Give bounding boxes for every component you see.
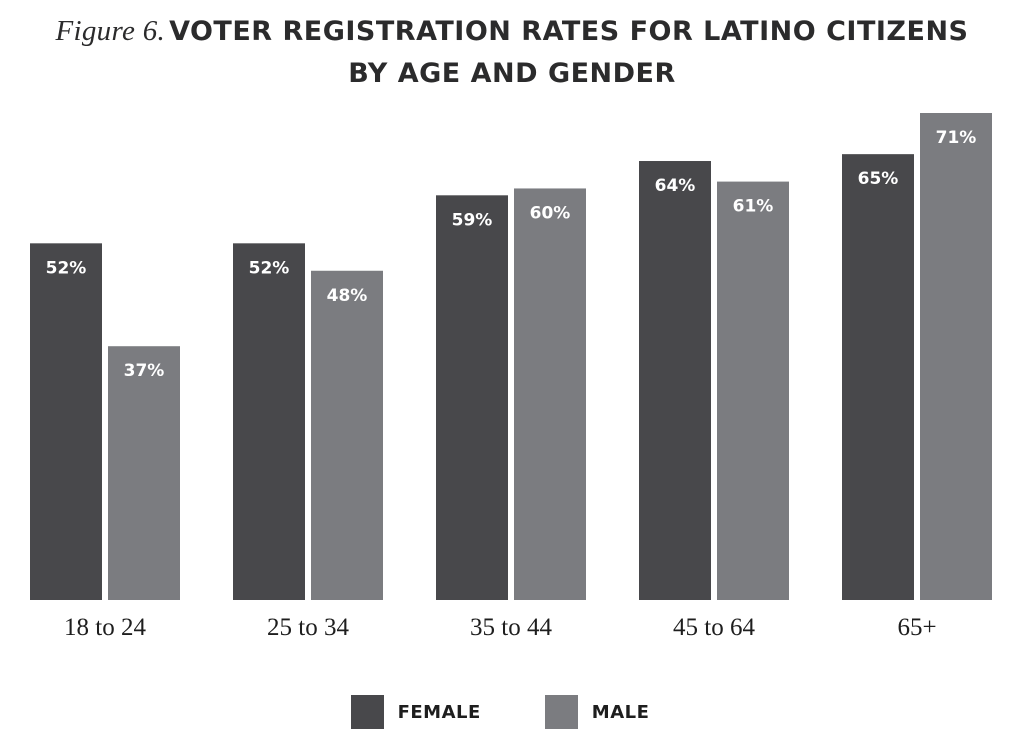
legend-label-female: FEMALE [398, 702, 481, 723]
legend: FEMALE MALE [0, 692, 1024, 732]
legend-item-female: FEMALE [351, 695, 481, 729]
bar-female-3 [436, 195, 508, 600]
bar-label-female-5: 65% [858, 169, 899, 189]
bar-label-male-4: 61% [733, 197, 774, 217]
bar-label-female-2: 52% [249, 258, 290, 278]
legend-swatch-female [351, 695, 384, 729]
legend-item-male: MALE [545, 695, 650, 729]
bar-female-1 [30, 243, 102, 600]
legend-label-male: MALE [592, 702, 650, 723]
bar-label-male-1: 37% [124, 361, 165, 381]
bar-male-4 [717, 182, 789, 600]
bar-label-female-3: 59% [452, 210, 493, 230]
bar-female-4 [639, 161, 711, 600]
bar-label-male-2: 48% [327, 286, 368, 306]
bar-chart: 52% 37% 18 to 24 52% 48% 25 to 34 59% 60% 35 to … [0, 0, 1024, 748]
bar-male-5 [920, 113, 992, 600]
bar-label-male-5: 71% [936, 128, 977, 148]
bar-male-1 [108, 346, 180, 600]
category-label-4: 45 to 64 [673, 614, 755, 641]
category-label-5: 65+ [897, 614, 936, 641]
bar-male-2 [311, 271, 383, 600]
category-label-1: 18 to 24 [64, 614, 146, 641]
legend-swatch-male [545, 695, 578, 729]
bar-female-2 [233, 243, 305, 600]
bar-label-female-1: 52% [46, 258, 87, 278]
bar-female-5 [842, 154, 914, 600]
bar-male-3 [514, 188, 586, 600]
category-label-3: 35 to 44 [470, 614, 552, 641]
bar-label-female-4: 64% [655, 176, 696, 196]
bar-label-male-3: 60% [530, 203, 571, 223]
category-label-2: 25 to 34 [267, 614, 349, 641]
